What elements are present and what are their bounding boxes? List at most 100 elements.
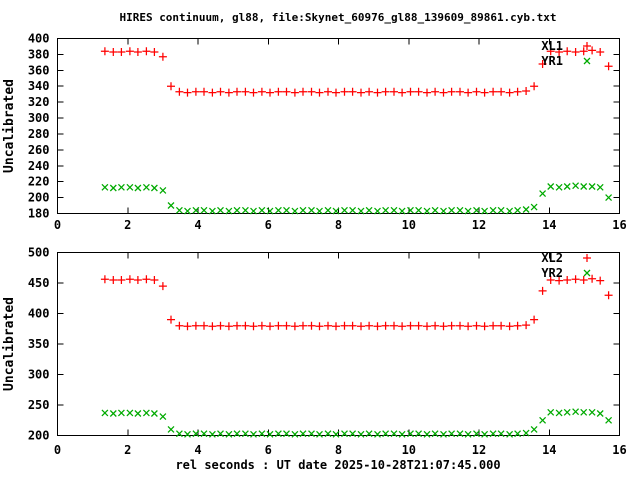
- data-point-cross-icon: [448, 206, 456, 214]
- legend-marker-plus-icon: [583, 42, 591, 50]
- data-point-plus-icon: [365, 87, 374, 96]
- data-point-plus-icon: [175, 87, 184, 96]
- data-point-plus-icon: [530, 315, 539, 324]
- data-point-plus-icon: [241, 87, 250, 96]
- y-tick-label: 200: [28, 191, 50, 205]
- data-point-cross-icon: [431, 206, 439, 214]
- data-point-plus-icon: [579, 47, 588, 56]
- data-point-cross-icon: [192, 206, 200, 214]
- panel-top: 0 2 4 6 8 10 12 14 16 180 200 220 240 260 280 300 320 340…: [28, 32, 627, 233]
- data-point-cross-icon: [233, 206, 241, 214]
- data-point-plus-icon: [464, 322, 473, 331]
- data-point-plus-icon: [588, 274, 597, 283]
- data-point-plus-icon: [290, 322, 299, 331]
- data-point-plus-icon: [381, 87, 390, 96]
- chart-title: HIRES continuum, gl88, file:Skynet_60976…: [119, 11, 556, 24]
- data-point-cross-icon: [117, 409, 125, 417]
- x-axis-label: rel seconds : UT date 2025-10-28T21:07:4…: [175, 458, 500, 472]
- data-point-plus-icon: [158, 282, 167, 291]
- data-point-cross-icon: [291, 430, 299, 438]
- data-point-cross-icon: [407, 430, 414, 438]
- data-point-cross-icon: [308, 430, 315, 438]
- data-point-cross-icon: [489, 206, 497, 214]
- data-point-cross-icon: [440, 207, 447, 215]
- data-point-cross-icon: [539, 190, 547, 198]
- data-point-cross-icon: [316, 207, 323, 215]
- data-point-plus-icon: [513, 321, 522, 330]
- data-point-cross-icon: [208, 430, 216, 438]
- data-point-cross-icon: [555, 183, 563, 191]
- legend-label-xl2: XL2: [541, 251, 563, 265]
- data-point-cross-icon: [506, 207, 514, 215]
- data-point-cross-icon: [530, 425, 538, 433]
- data-point-cross-icon: [200, 206, 208, 214]
- plot-border: [57, 38, 620, 214]
- data-point-cross-icon: [159, 413, 167, 421]
- data-point-plus-icon: [332, 322, 340, 331]
- data-point-plus-icon: [571, 275, 580, 284]
- data-point-plus-icon: [414, 321, 423, 330]
- y-tick-label: 280: [28, 127, 50, 141]
- data-point-cross-icon: [159, 186, 167, 194]
- data-point-cross-icon: [134, 184, 142, 192]
- data-point-cross-icon: [473, 206, 480, 214]
- data-point-cross-icon: [274, 206, 282, 214]
- data-point-plus-icon: [406, 87, 415, 96]
- data-point-plus-icon: [324, 87, 332, 96]
- data-point-cross-icon: [208, 207, 216, 215]
- data-point-plus-icon: [538, 286, 547, 295]
- data-point-plus-icon: [125, 275, 134, 284]
- data-point-cross-icon: [390, 430, 398, 438]
- x-tick-label: 8: [335, 443, 342, 457]
- data-point-cross-icon: [547, 183, 555, 190]
- data-point-cross-icon: [489, 430, 497, 438]
- data-point-cross-icon: [539, 416, 547, 424]
- data-point-cross-icon: [514, 430, 522, 438]
- data-point-cross-icon: [547, 408, 555, 416]
- data-point-cross-icon: [167, 202, 175, 209]
- data-point-cross-icon: [563, 183, 571, 190]
- data-point-plus-icon: [266, 88, 274, 97]
- data-point-cross-icon: [481, 430, 489, 438]
- data-point-plus-icon: [423, 322, 431, 331]
- data-point-cross-icon: [464, 207, 472, 215]
- data-point-cross-icon: [456, 430, 464, 438]
- y-tick-label: 300: [28, 111, 50, 125]
- data-point-plus-icon: [117, 276, 126, 284]
- data-point-cross-icon: [167, 425, 175, 433]
- data-point-cross-icon: [588, 408, 596, 416]
- data-point-plus-icon: [390, 321, 398, 330]
- data-point-plus-icon: [133, 48, 142, 56]
- data-point-cross-icon: [382, 206, 390, 214]
- data-point-plus-icon: [489, 321, 498, 330]
- data-point-plus-icon: [439, 88, 448, 97]
- data-point-cross-icon: [580, 183, 588, 190]
- data-point-cross-icon: [109, 184, 117, 192]
- data-point-plus-icon: [125, 47, 134, 56]
- data-point-cross-icon: [332, 430, 340, 438]
- data-point-cross-icon: [605, 416, 613, 424]
- x-tick-label: 12: [472, 443, 486, 457]
- data-point-cross-icon: [580, 408, 588, 416]
- data-point-plus-icon: [472, 321, 481, 330]
- y-tick-label: 400: [28, 307, 50, 321]
- data-point-cross-icon: [299, 206, 307, 214]
- data-point-cross-icon: [109, 410, 117, 417]
- data-point-plus-icon: [100, 275, 109, 284]
- y-axis-label-bottom: Uncalibrated: [2, 297, 17, 391]
- data-point-plus-icon: [464, 88, 473, 97]
- data-point-plus-icon: [604, 291, 613, 300]
- data-point-plus-icon: [604, 62, 613, 71]
- data-point-cross-icon: [382, 430, 390, 438]
- x-tick-label: 4: [194, 443, 201, 457]
- legend-marker-cross-icon: [583, 57, 591, 65]
- legend-label-xl1: XL1: [541, 39, 563, 53]
- data-point-cross-icon: [596, 410, 604, 417]
- data-point-plus-icon: [456, 87, 464, 96]
- series-XL2: [100, 274, 613, 331]
- data-point-cross-icon: [415, 430, 423, 438]
- data-point-plus-icon: [357, 322, 365, 331]
- data-point-plus-icon: [596, 48, 605, 56]
- x-tick-label: 0: [54, 443, 61, 457]
